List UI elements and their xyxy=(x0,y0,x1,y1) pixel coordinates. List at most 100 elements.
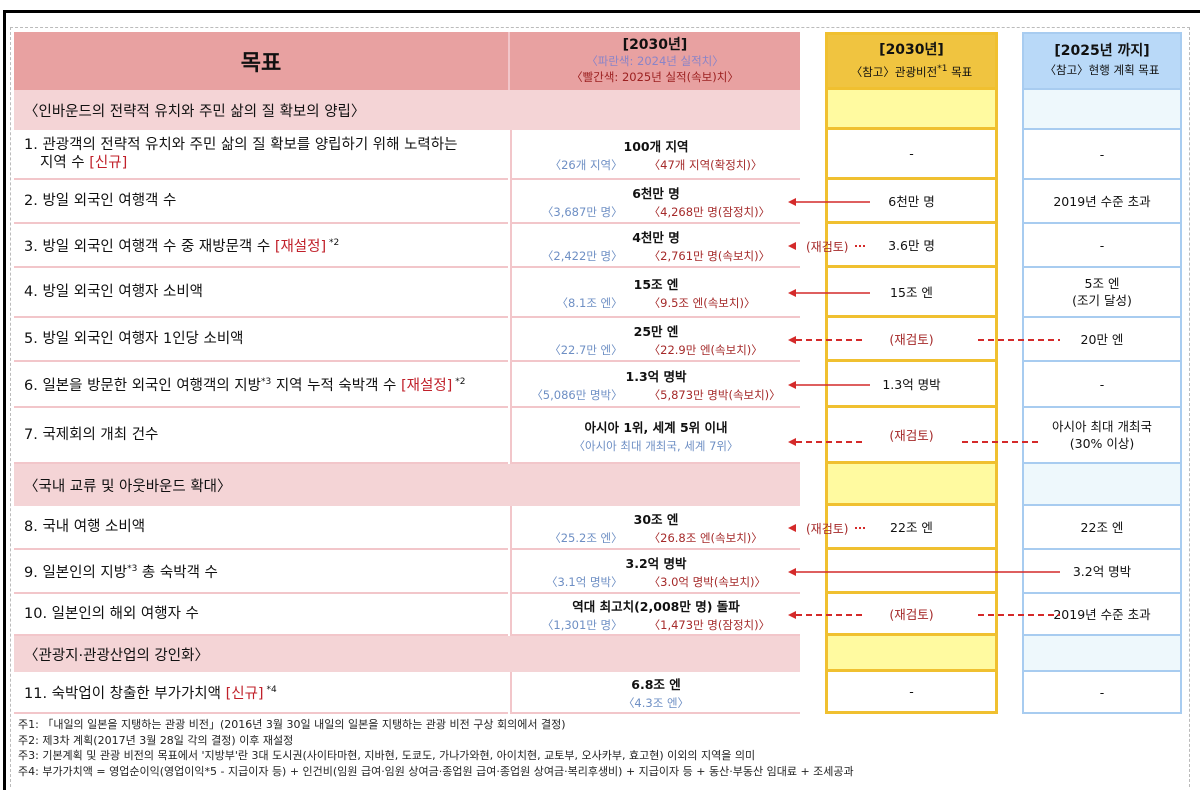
target-actuals: 〈아시아 최대 개최국, 세계 7위〉 xyxy=(574,438,739,454)
footnote-4: 주4: 부가가치액 = 영업순이익(영업이익*5 - 지급이자 등) + 인건비… xyxy=(18,764,854,778)
goal-cell: 4. 방일 외국인 여행자 소비액 xyxy=(14,268,508,318)
goal-label: 9. 일본인의 지방 xyxy=(24,564,128,581)
goal-label-tail: 총 숙박객 수 xyxy=(137,564,218,581)
goal-text: 1. 관광객의 전략적 유치와 주민 삶의 질 확보를 양립하기 위해 노력하는 xyxy=(24,136,457,154)
target-cell: 15조 엔 〈8.1조 엔〉 〈9.5조 엔(속보치)〉 xyxy=(510,268,800,318)
target-cell: 6.8조 엔 〈4.3조 엔〉 xyxy=(510,672,800,714)
goal-cell: 1. 관광객의 전략적 유치와 주민 삶의 질 확보를 양립하기 위해 노력하는… xyxy=(14,130,508,180)
blue-legend: 〈파란색: 2024년 실적치〉 xyxy=(586,54,724,68)
target-year: [2030년] xyxy=(622,37,688,53)
target-actuals: 〈8.1조 엔〉 〈9.5조 엔(속보치)〉 xyxy=(557,295,756,311)
current-cell: 5조 엔 (조기 달성) xyxy=(1022,268,1182,318)
actual-2024: 〈3,687만 명〉 xyxy=(541,204,623,219)
actual-2025: 〈1,473만 명(잠정치)〉 xyxy=(648,617,771,632)
goal-tag: [신규] xyxy=(89,155,128,171)
actual-2025: 〈5,873만 명박(속보치)〉 xyxy=(648,387,781,402)
current-cell: 22조 엔 xyxy=(1022,506,1182,550)
current-value: 22조 엔 xyxy=(1080,519,1124,535)
goal-label: 3. 방일 외국인 여행객 수 중 재방문객 수 xyxy=(24,238,275,255)
goal-label: 7. 국제회의 개최 건수 xyxy=(24,427,159,443)
target-actuals: 〈1,301만 명〉 〈1,473만 명(잠정치)〉 xyxy=(542,617,770,633)
arrowhead-icon xyxy=(788,242,796,250)
vision-sub: 〈참고〉관광비전*1 목표 xyxy=(851,60,973,82)
current-value: - xyxy=(1099,376,1105,392)
current-cell: - xyxy=(1022,224,1182,268)
actual-2024: 〈2,422만 명〉 xyxy=(541,248,623,263)
actual-2025: 〈4,268만 명(잠정치)〉 xyxy=(648,204,771,219)
goal-label: 6. 일본을 방문한 외국인 여행객의 지방 xyxy=(24,377,261,394)
actual-2024: 〈3.1억 명박〉 xyxy=(545,574,623,589)
goal-tag: [신규] xyxy=(225,685,264,702)
goal-text: 9. 일본인의 지방*3 총 숙박객 수 xyxy=(24,560,218,582)
target-cell: 역대 최고치(2,008만 명) 돌파 〈1,301만 명〉 〈1,473만 명(잠… xyxy=(510,594,800,636)
current-value-2: (조기 달성) xyxy=(1072,293,1132,308)
vision-cell: 22조 엔 xyxy=(825,506,998,550)
actual-2024: 〈1,301만 명〉 xyxy=(541,617,623,632)
arrowhead-icon xyxy=(788,568,796,576)
goal-label: 4. 방일 외국인 여행자 소비액 xyxy=(24,284,204,300)
footnote-2: 주2: 제3차 계획(2017년 3월 28일 각의 결정) 이후 재설정 xyxy=(18,733,294,747)
current-value: 5조 엔 xyxy=(1084,276,1120,291)
target-value: 25만 엔 xyxy=(633,323,679,339)
vision-sub-text2: 목표 xyxy=(947,64,973,79)
document-border xyxy=(10,27,1190,787)
current-cell: 2019년 수준 초과 xyxy=(1022,180,1182,224)
actual-2024: 〈5,086만 명박〉 xyxy=(531,387,623,402)
target-actuals: 〈25.2조 엔〉 〈26.8조 엔(속보치)〉 xyxy=(549,530,763,546)
target-actuals: 〈3,687만 명〉 〈4,268만 명(잠정치)〉 xyxy=(542,204,770,220)
goal-cell: 11. 숙박업이 창출한 부가가치액 [신규] *4 xyxy=(14,672,508,714)
goal-cell: 6. 일본을 방문한 외국인 여행객의 지방*3 지역 누적 숙박객 수 [재설… xyxy=(14,362,508,408)
target-value: 30조 엔 xyxy=(633,511,679,527)
vision-sub-text: 〈참고〉관광비전 xyxy=(850,64,938,79)
footnote-ref: *4 xyxy=(263,685,277,696)
current-value: - xyxy=(1099,146,1105,162)
target-value: 4천만 명 xyxy=(632,229,680,245)
arrowhead-icon xyxy=(788,336,796,344)
vision-section-cell xyxy=(825,90,998,130)
footnote-ref: *3 xyxy=(260,377,272,388)
current-cell: - xyxy=(1022,130,1182,180)
goal-label: 10. 일본인의 해외 여행자 수 xyxy=(24,606,199,622)
goal-label-tail: 지역 누적 숙박객 수 xyxy=(271,377,401,394)
footnotes: 주1: 「내일의 일본을 지탱하는 관광 비전」(2016년 3월 30일 내일… xyxy=(18,717,854,779)
header-target: [2030년] 〈파란색: 2024년 실적치〉 〈빨간색: 2025년 실적(속보… xyxy=(510,32,800,90)
vision-section-cell xyxy=(825,464,998,506)
current-value-2: (30% 이상) xyxy=(1069,436,1135,451)
goal-label: 8. 국내 여행 소비액 xyxy=(24,519,146,535)
goal-text: 3. 방일 외국인 여행객 수 중 재방문객 수 [재설정] *2 xyxy=(24,234,339,256)
actual-2025: 〈47개 지역(확정치)〉 xyxy=(648,157,763,172)
goal-text: 4. 방일 외국인 여행자 소비액 xyxy=(24,283,203,301)
target-cell: 25만 엔 〈22.7만 엔〉 〈22.9만 엔(속보치)〉 xyxy=(510,318,800,362)
actual-2025: 〈2,761만 명(속보치)〉 xyxy=(648,248,771,263)
vision-cell: (재검토) xyxy=(825,318,998,362)
target-cell: 4천만 명 〈2,422만 명〉 〈2,761만 명(속보치)〉 xyxy=(510,224,800,268)
goal-text: 10. 일본인의 해외 여행자 수 xyxy=(24,605,199,623)
goal-label: 5. 방일 외국인 여행자 1인당 소비액 xyxy=(24,331,244,347)
goal-text: 5. 방일 외국인 여행자 1인당 소비액 xyxy=(24,330,244,348)
footnote-ref: *3 xyxy=(127,564,138,575)
header-current: [2025년 까지] 〈참고〉현행 계획 목표 xyxy=(1022,32,1182,90)
target-cell: 1.3억 명박 〈5,086만 명박〉 〈5,873만 명박(속보치)〉 xyxy=(510,362,800,408)
goal-label-2: 지역 수 xyxy=(40,155,90,171)
goal-text: 2. 방일 외국인 여행객 수 xyxy=(24,192,176,210)
actual-2025: 〈3.0억 명박(속보치)〉 xyxy=(648,574,767,589)
target-value: 역대 최고치(2,008만 명) 돌파 xyxy=(572,598,740,614)
target-value: 100개 지역 xyxy=(623,138,689,154)
current-value: 20만 엔 xyxy=(1080,331,1124,347)
goal-label: 1. 관광객의 전략적 유치와 주민 삶의 질 확보를 양립하기 위해 노력하는 xyxy=(24,137,458,153)
goal-cell: 7. 국제회의 개최 건수 xyxy=(14,408,508,464)
actual-2024: 〈25.2조 엔〉 xyxy=(549,530,623,545)
actual-2024: 〈8.1조 엔〉 xyxy=(556,295,623,310)
target-actuals: 〈5,086만 명박〉 〈5,873만 명박(속보치)〉 xyxy=(531,387,780,403)
vision-cell: - xyxy=(825,130,998,180)
target-actuals: 〈3.1억 명박〉 〈3.0억 명박(속보치)〉 xyxy=(546,574,766,590)
document-frame xyxy=(3,10,1200,790)
goal-text: 8. 국내 여행 소비액 xyxy=(24,518,145,536)
arrowhead-icon xyxy=(788,198,796,206)
current-value: 2019년 수준 초과 xyxy=(1053,193,1151,209)
goal-text-line2: 지역 수 [신규] xyxy=(24,154,127,172)
goal-tag: [재설정] xyxy=(274,238,327,255)
vision-sup: *1 xyxy=(937,63,948,74)
current-cell: 아시아 최대 개최국 (30% 이상) xyxy=(1022,408,1182,464)
